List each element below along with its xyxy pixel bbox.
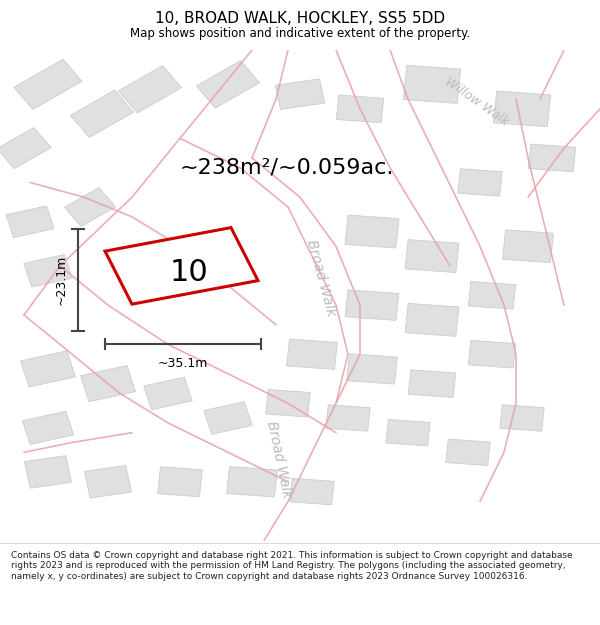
Polygon shape xyxy=(403,66,461,103)
Polygon shape xyxy=(6,206,54,238)
Polygon shape xyxy=(493,91,551,127)
Polygon shape xyxy=(65,188,115,226)
Polygon shape xyxy=(25,456,71,488)
Polygon shape xyxy=(227,467,277,497)
Polygon shape xyxy=(275,79,325,109)
Text: ~23.1m: ~23.1m xyxy=(54,255,67,305)
Polygon shape xyxy=(158,467,202,497)
Polygon shape xyxy=(468,341,516,368)
Text: Broad Walk: Broad Walk xyxy=(264,420,294,499)
Polygon shape xyxy=(458,169,502,196)
Polygon shape xyxy=(22,411,74,444)
Polygon shape xyxy=(85,466,131,498)
Polygon shape xyxy=(347,354,397,384)
Text: Contains OS data © Crown copyright and database right 2021. This information is : Contains OS data © Crown copyright and d… xyxy=(11,551,572,581)
Polygon shape xyxy=(70,90,134,138)
Polygon shape xyxy=(196,61,260,108)
Polygon shape xyxy=(405,303,459,336)
Polygon shape xyxy=(0,127,51,169)
Text: Broad Walk: Broad Walk xyxy=(304,238,338,318)
Text: Willow Walk: Willow Walk xyxy=(443,75,511,128)
Polygon shape xyxy=(24,254,72,287)
Polygon shape xyxy=(345,290,399,321)
Polygon shape xyxy=(105,228,258,304)
Polygon shape xyxy=(528,144,576,172)
Text: ~238m²/~0.059ac.: ~238m²/~0.059ac. xyxy=(180,158,394,177)
Polygon shape xyxy=(500,405,544,431)
Text: 10, BROAD WALK, HOCKLEY, SS5 5DD: 10, BROAD WALK, HOCKLEY, SS5 5DD xyxy=(155,11,445,26)
Polygon shape xyxy=(408,370,456,398)
Text: ~35.1m: ~35.1m xyxy=(158,357,208,369)
Polygon shape xyxy=(446,439,490,466)
Polygon shape xyxy=(287,339,337,369)
Polygon shape xyxy=(144,377,192,410)
Polygon shape xyxy=(204,402,252,434)
Polygon shape xyxy=(336,95,384,122)
Polygon shape xyxy=(266,389,310,417)
Polygon shape xyxy=(386,419,430,446)
Polygon shape xyxy=(80,366,136,402)
Polygon shape xyxy=(405,239,459,272)
Text: 10: 10 xyxy=(170,258,208,287)
Polygon shape xyxy=(503,230,553,262)
Polygon shape xyxy=(14,59,82,109)
Polygon shape xyxy=(290,478,334,505)
Polygon shape xyxy=(118,66,182,113)
Text: Map shows position and indicative extent of the property.: Map shows position and indicative extent… xyxy=(130,27,470,40)
Polygon shape xyxy=(20,351,76,387)
Polygon shape xyxy=(326,405,370,431)
Polygon shape xyxy=(468,281,516,309)
Polygon shape xyxy=(345,215,399,248)
